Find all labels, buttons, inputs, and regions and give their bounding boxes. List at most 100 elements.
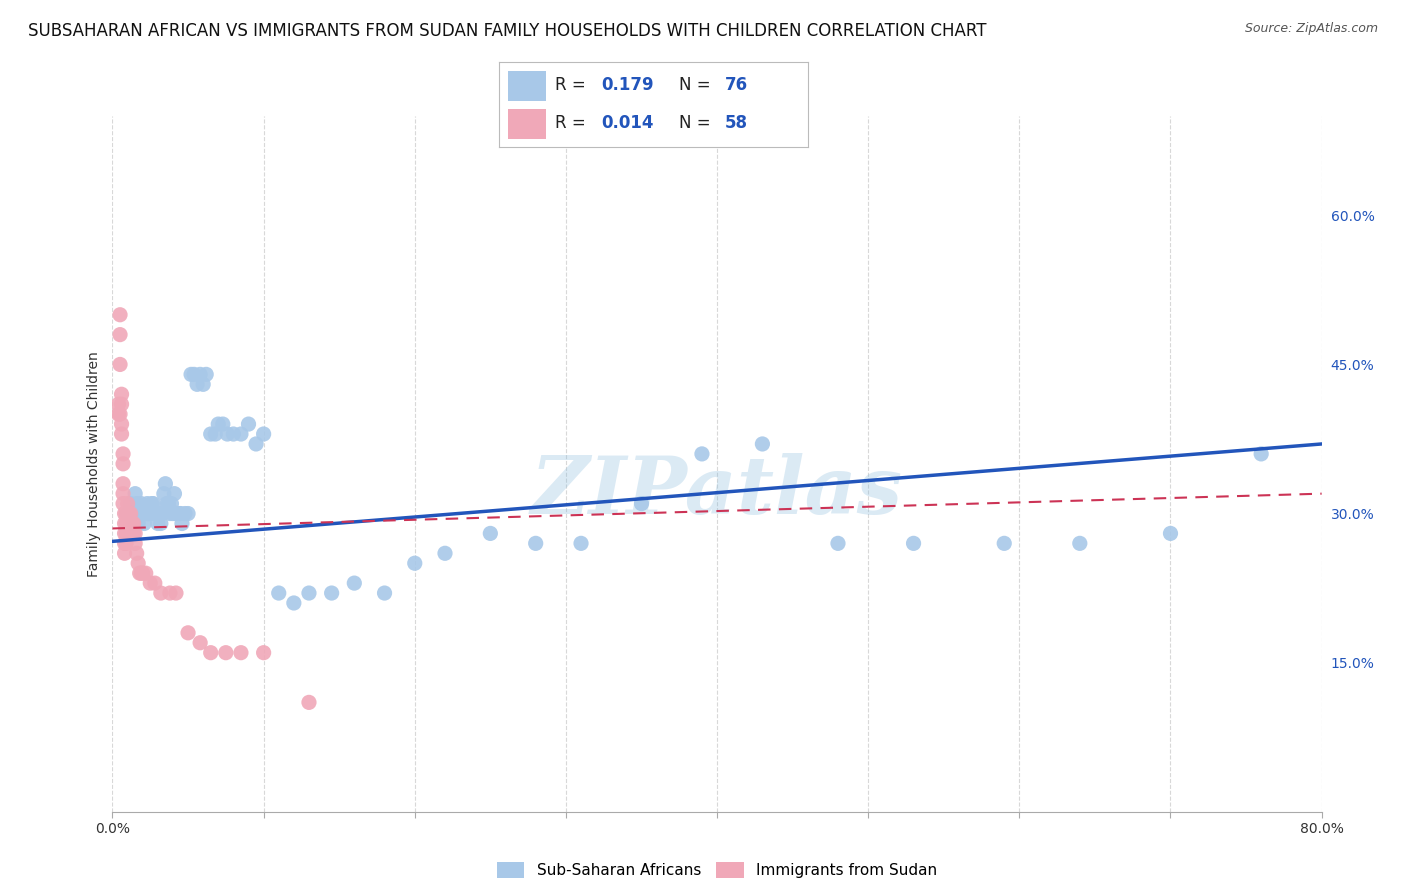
Point <box>127 516 149 531</box>
Point <box>159 507 181 521</box>
Point <box>298 695 321 709</box>
Point <box>283 596 305 610</box>
Point <box>124 507 146 521</box>
Point <box>134 516 156 531</box>
Point <box>993 536 1015 550</box>
Text: R =: R = <box>555 114 591 132</box>
Point <box>110 417 132 431</box>
Text: 0.179: 0.179 <box>602 77 654 95</box>
Point <box>135 507 157 521</box>
Point <box>690 447 713 461</box>
Point <box>148 507 170 521</box>
Point <box>117 497 139 511</box>
Point <box>108 407 131 421</box>
Point <box>159 586 181 600</box>
Point <box>174 507 197 521</box>
Point <box>204 427 226 442</box>
Point <box>139 576 162 591</box>
Point <box>267 586 290 600</box>
Text: ZIPatlas: ZIPatlas <box>531 453 903 531</box>
Point <box>298 586 321 600</box>
Point <box>200 646 222 660</box>
Point <box>229 427 252 442</box>
Point <box>191 377 214 392</box>
Point <box>195 368 218 382</box>
Text: Source: ZipAtlas.com: Source: ZipAtlas.com <box>1244 22 1378 36</box>
Point <box>112 476 135 491</box>
Point <box>479 526 502 541</box>
Point <box>112 497 135 511</box>
Point <box>215 646 238 660</box>
Bar <box>509 109 546 139</box>
Point <box>157 497 180 511</box>
Point <box>165 586 187 600</box>
Point <box>211 417 233 431</box>
Point <box>135 566 157 581</box>
Point <box>118 516 141 531</box>
Point <box>162 507 184 521</box>
Point <box>114 526 136 541</box>
Point <box>107 407 129 421</box>
Point <box>253 427 276 442</box>
Point <box>122 516 145 531</box>
Point <box>108 358 131 372</box>
Point <box>110 387 132 401</box>
Point <box>569 536 592 550</box>
Point <box>141 497 163 511</box>
Point <box>121 526 143 541</box>
Point <box>229 646 252 660</box>
Point <box>149 586 172 600</box>
Point <box>125 497 148 511</box>
Point <box>125 507 148 521</box>
Point <box>127 556 149 570</box>
Point <box>114 546 136 560</box>
Point <box>128 507 150 521</box>
Point <box>222 427 245 442</box>
Point <box>207 417 229 431</box>
Point <box>114 536 136 550</box>
Point <box>114 516 136 531</box>
Point <box>153 486 176 500</box>
Point <box>112 447 135 461</box>
Point <box>132 507 155 521</box>
Point <box>1250 447 1272 461</box>
Point <box>1069 536 1091 550</box>
Point <box>110 427 132 442</box>
Point <box>120 507 142 521</box>
Point <box>107 397 129 411</box>
Point <box>115 526 138 541</box>
Point <box>177 625 200 640</box>
Point <box>188 368 211 382</box>
Point <box>124 526 146 541</box>
Point <box>166 507 188 521</box>
Point <box>121 516 143 531</box>
Point <box>139 507 162 521</box>
Point <box>155 476 177 491</box>
Text: 76: 76 <box>725 77 748 95</box>
Point <box>183 368 205 382</box>
Point <box>143 507 166 521</box>
Point <box>149 516 172 531</box>
Point <box>129 497 152 511</box>
Point <box>238 417 260 431</box>
Point <box>167 507 190 521</box>
Point <box>115 516 138 531</box>
Point <box>120 497 142 511</box>
Legend: Sub-Saharan Africans, Immigrants from Sudan: Sub-Saharan Africans, Immigrants from Su… <box>491 856 943 884</box>
Point <box>122 516 145 531</box>
Bar <box>509 71 546 101</box>
Text: 58: 58 <box>725 114 748 132</box>
Point <box>143 576 166 591</box>
Point <box>146 516 169 531</box>
Point <box>112 457 135 471</box>
Point <box>374 586 396 600</box>
Point <box>253 646 276 660</box>
Point <box>163 486 186 500</box>
Point <box>1159 526 1181 541</box>
Point <box>120 516 142 531</box>
Point <box>128 566 150 581</box>
Point <box>433 546 456 560</box>
Text: N =: N = <box>679 114 716 132</box>
Point <box>117 507 139 521</box>
Point <box>132 566 155 581</box>
